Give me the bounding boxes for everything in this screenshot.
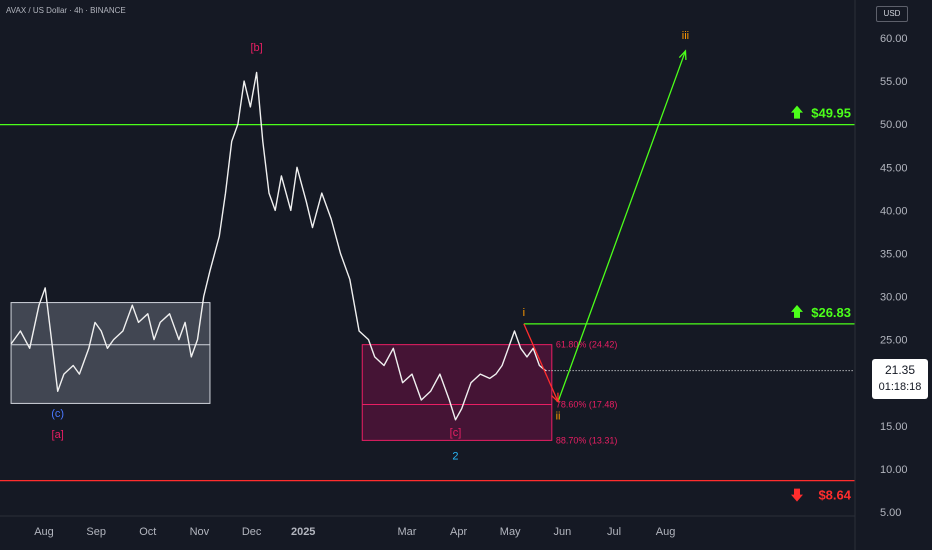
arrowhead — [551, 392, 559, 404]
y-tick-label: 55.00 — [880, 76, 908, 88]
symbol-header: AVAX / US Dollar · 4h · BINANCE — [6, 6, 126, 15]
y-tick-label: 25.00 — [880, 335, 908, 347]
x-tick-label: Oct — [139, 526, 156, 538]
price-series — [10, 71, 855, 421]
wave-label: (c) — [51, 408, 64, 420]
currency-button[interactable]: USD — [876, 6, 908, 22]
projection-leg-up — [557, 50, 687, 402]
x-tick-label: Jun — [554, 526, 572, 538]
current-price-badge: 21.35 01:18:18 — [872, 359, 928, 399]
projection-wave-label: iii — [682, 30, 689, 42]
x-tick-label: Aug — [34, 526, 54, 538]
y-tick-label: 35.00 — [880, 248, 908, 260]
arrow-up-icon — [791, 304, 803, 318]
y-tick-label: 5.00 — [880, 507, 901, 519]
range-box — [10, 302, 211, 404]
wave-label: [c] — [450, 427, 462, 439]
x-tick-label: May — [500, 526, 521, 538]
fib-label: 78.60% (17.48) — [556, 399, 618, 409]
level-label: $49.95 — [811, 106, 851, 121]
bar-countdown: 01:18:18 — [878, 381, 922, 393]
projection-wave-label: ii — [556, 411, 561, 423]
y-tick-label: 40.00 — [880, 205, 908, 217]
arrowhead — [678, 49, 687, 60]
x-tick-label: Mar — [398, 526, 417, 538]
projection-leg-down — [523, 323, 559, 402]
y-tick-label: 10.00 — [880, 464, 908, 476]
fib-label: 61.80% (24.42) — [556, 340, 618, 350]
y-tick-label: 60.00 — [880, 33, 908, 45]
wave-label: [b] — [250, 42, 262, 54]
x-tick-label: 2025 — [291, 526, 315, 538]
fib-levels: 61.80% (24.42) 78.60% (17.48) 88.70% (13.3… — [556, 340, 618, 446]
wave-labels: [b] (c) [a] [c] 2 — [51, 42, 461, 463]
y-tick-label: 50.00 — [880, 119, 908, 131]
current-price: 21.35 — [884, 363, 916, 377]
projection-wave-label: i — [523, 307, 525, 319]
y-tick-label: 30.00 — [880, 292, 908, 304]
arrow-up-icon — [791, 105, 803, 119]
y-tick-label: 15.00 — [880, 421, 908, 433]
range-boxes — [10, 302, 553, 441]
range-box — [361, 344, 553, 441]
level-label: $26.83 — [811, 305, 851, 320]
x-tick-label: Dec — [242, 526, 262, 538]
x-tick-label: Aug — [656, 526, 676, 538]
x-tick-label: Nov — [190, 526, 210, 538]
wave-label: [a] — [52, 429, 64, 441]
horizontal-levels: $49.95 $26.83 $8.64 — [0, 105, 855, 503]
wave-label: 2 — [452, 450, 458, 462]
price-line — [10, 71, 547, 421]
fib-label: 88.70% (13.31) — [556, 435, 618, 445]
x-axis: Aug Sep Oct Nov Dec 2025 Mar Apr May Jun Jul Aug — [0, 515, 855, 538]
x-tick-label: Apr — [450, 526, 467, 538]
x-tick-label: Sep — [86, 526, 106, 538]
y-axis[interactable]: 5.0010.0015.0020.0025.0030.0035.0040.004… — [854, 0, 908, 550]
level-label: $8.64 — [818, 488, 851, 503]
y-tick-label: 45.00 — [880, 162, 908, 174]
arrow-down-icon — [791, 488, 803, 502]
x-tick-label: Jul — [607, 526, 621, 538]
